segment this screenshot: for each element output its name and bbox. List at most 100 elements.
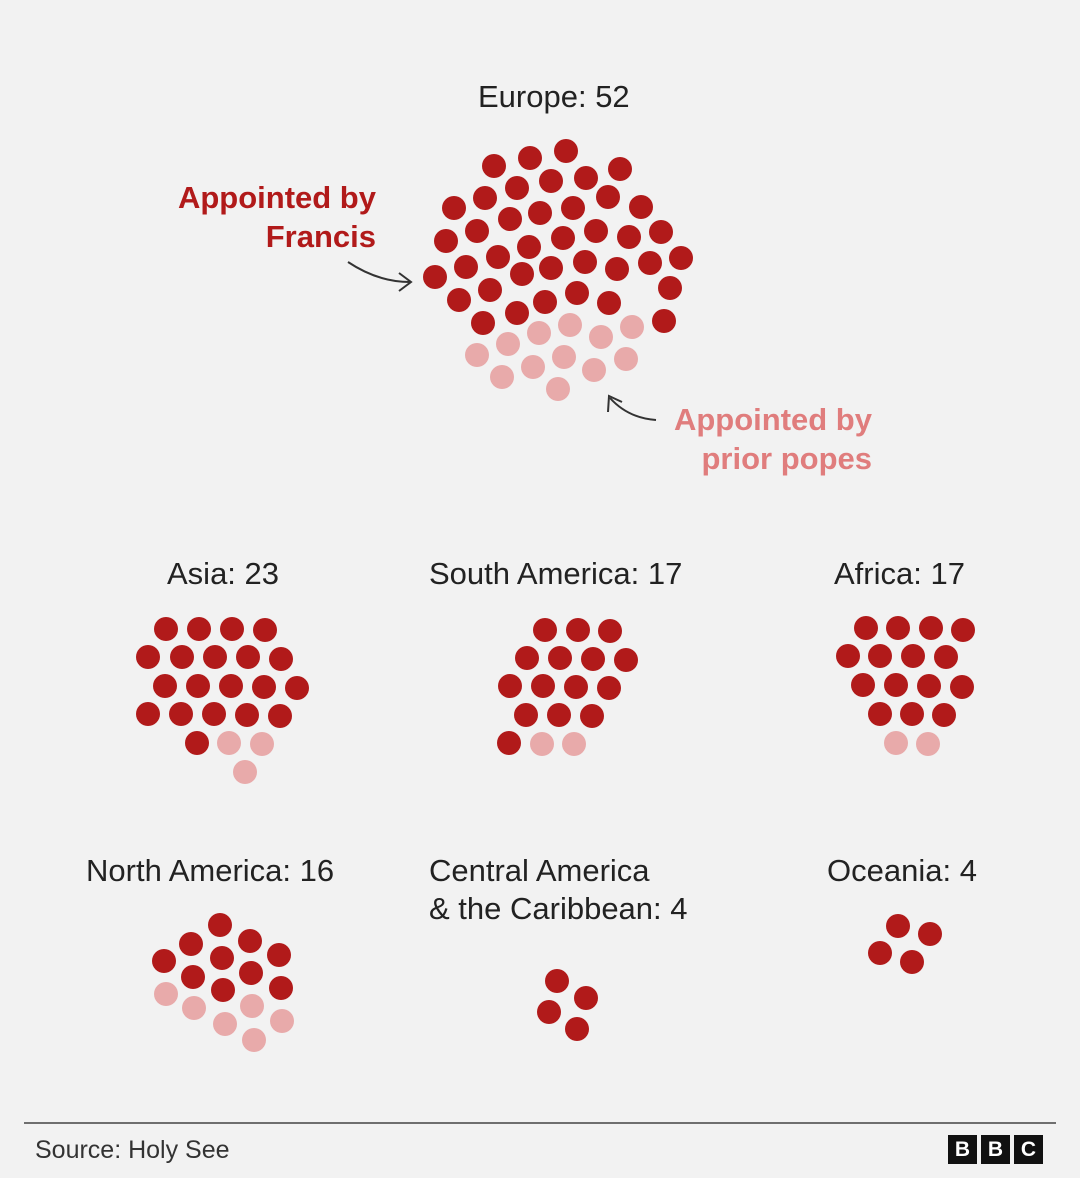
bbc-logo: B B C [948,1135,1043,1164]
south-america-dot-francis [547,703,571,727]
europe-dot-francis [605,257,629,281]
europe-dot-francis [596,185,620,209]
europe-dot-prior [582,358,606,382]
south-america-dot-francis [614,648,638,672]
africa-dot-francis [851,673,875,697]
asia-dot-francis [187,617,211,641]
europe-dot-prior [620,315,644,339]
africa-dot-francis [919,616,943,640]
oceania-dot-francis [886,914,910,938]
south-america-dot-francis [580,704,604,728]
europe-dot-francis [528,201,552,225]
europe-dot-prior [558,313,582,337]
asia-dot-francis [202,702,226,726]
asia-dot-francis [186,674,210,698]
north-america-dot-prior [154,982,178,1006]
annotation-prior-popes: Appointed by prior popes [673,402,872,476]
europe-dot-francis [638,251,662,275]
africa-dot-francis [854,616,878,640]
europe-dot-francis [658,276,682,300]
europe-dot-francis [505,176,529,200]
europe-dot-francis [561,196,585,220]
asia-dot-francis [220,617,244,641]
logo-letter: B [948,1135,977,1164]
north-america-dot-francis [208,913,232,937]
north-america-dot-prior [182,996,206,1020]
north-america-dot-francis [181,965,205,989]
region-label-north-america: North America: 16 [86,853,335,888]
europe-dot-francis [669,246,693,270]
europe-dot-francis [597,291,621,315]
asia-dot-francis [169,702,193,726]
europe-dot-francis [574,166,598,190]
south-america-dot-francis [533,618,557,642]
europe-dot-francis [617,225,641,249]
south-america-dot-francis [566,618,590,642]
europe-dot-francis [510,262,534,286]
south-america-dot-francis [497,731,521,755]
europe-dot-francis [539,169,563,193]
europe-dot-prior [589,325,613,349]
asia-dot-francis [170,645,194,669]
europe-dot-francis [649,220,673,244]
region-label-africa: Africa: 17 [834,556,965,591]
north-america-dot-francis [239,961,263,985]
europe-dot-prior [465,343,489,367]
central-america-dot-francis [545,969,569,993]
europe-dot-francis [533,290,557,314]
region-label-oceania: Oceania: 4 [827,853,977,888]
asia-dot-francis [252,675,276,699]
arrow-prior [609,397,657,421]
region-label-asia: Asia: 23 [167,556,280,591]
europe-dot-prior [614,347,638,371]
europe-dot-francis [434,229,458,253]
arrow-francis-head [398,272,413,292]
asia-dot-francis [268,704,292,728]
south-america-dot-prior [530,732,554,756]
asia-dot-francis [269,647,293,671]
africa-dot-francis [951,618,975,642]
europe-dot-francis [486,245,510,269]
asia-dot-francis [203,645,227,669]
north-america-dot-prior [213,1012,237,1036]
footer-divider [24,1122,1056,1124]
south-america-dot-francis [581,647,605,671]
africa-dot-francis [950,675,974,699]
europe-dot-prior [521,355,545,379]
asia-dot-francis [153,674,177,698]
region-label-europe: Europe: 52 [478,79,630,114]
europe-dot-francis [505,301,529,325]
logo-letter: B [981,1135,1010,1164]
europe-dot-francis [454,255,478,279]
africa-dot-prior [884,731,908,755]
europe-dot-prior [490,365,514,389]
central-america-dot-francis [565,1017,589,1041]
africa-dot-francis [836,644,860,668]
europe-dot-francis [471,311,495,335]
europe-dot-francis [554,139,578,163]
north-america-dot-francis [269,976,293,1000]
europe-dot-francis [518,146,542,170]
europe-dot-francis [442,196,466,220]
africa-dot-francis [884,673,908,697]
north-america-dot-francis [238,929,262,953]
source-note: Source: Holy See [35,1136,230,1164]
central-america-dot-francis [574,986,598,1010]
north-america-dot-prior [240,994,264,1018]
south-america-dot-francis [548,646,572,670]
south-america-dot-francis [564,675,588,699]
north-america-dot-francis [267,943,291,967]
asia-dot-francis [219,674,243,698]
region-label-south-america: South America: 17 [429,556,683,591]
north-america-dot-prior [242,1028,266,1052]
north-america-dot-prior [270,1009,294,1033]
europe-dot-prior [552,345,576,369]
asia-dot-francis [136,645,160,669]
africa-dot-francis [900,702,924,726]
europe-dot-francis [482,154,506,178]
oceania-dot-francis [900,950,924,974]
europe-dot-francis [498,207,522,231]
asia-dot-prior [233,760,257,784]
south-america-dot-francis [515,646,539,670]
